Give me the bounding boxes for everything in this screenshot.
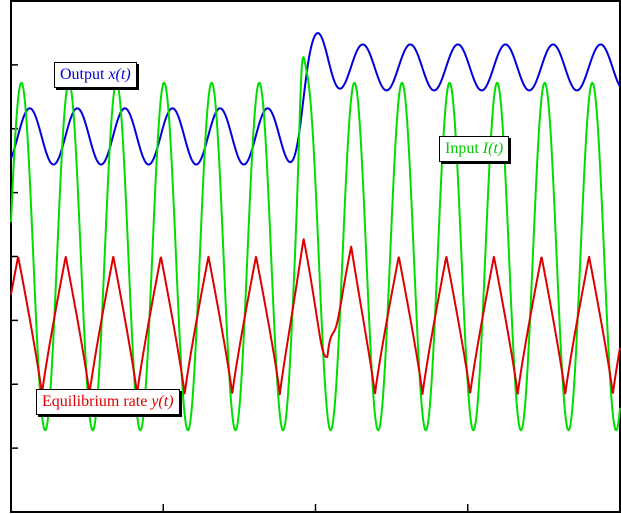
series-output-line xyxy=(10,32,621,166)
series-input-line xyxy=(10,56,621,432)
series-equilibrium-line xyxy=(10,238,621,396)
label-equilibrium-text: Equilibrium rate xyxy=(42,393,152,410)
label-equilibrium-var: y(t) xyxy=(151,393,174,410)
series-lines xyxy=(10,32,621,432)
label-output-var: x(t) xyxy=(108,66,131,83)
axis-ticks xyxy=(11,64,469,512)
label-output: Output x(t) xyxy=(54,62,137,88)
label-input: Input I(t) xyxy=(439,136,510,162)
label-input-var: I(t) xyxy=(482,140,504,157)
label-equilibrium: Equilibrium rate y(t) xyxy=(36,389,180,415)
label-output-text: Output xyxy=(60,66,109,83)
label-input-text: Input xyxy=(445,140,483,157)
